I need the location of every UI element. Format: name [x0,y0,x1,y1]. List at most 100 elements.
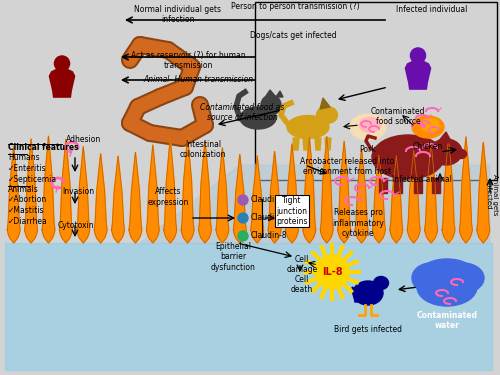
Text: Contaminated
food source: Contaminated food source [371,107,425,126]
Text: Pork: Pork [360,145,376,154]
Text: Infected animal: Infected animal [392,175,452,184]
Text: Normal individual gets
infection: Normal individual gets infection [134,5,222,24]
Polygon shape [325,138,331,150]
Text: Cell
damage: Cell damage [286,255,318,274]
Ellipse shape [372,135,444,179]
Polygon shape [390,156,403,243]
Text: Arcobacter released into
environment from host: Arcobacter released into environment fro… [300,157,394,176]
Circle shape [315,255,349,289]
Text: Animal- Human transmission: Animal- Human transmission [143,75,253,84]
Text: Act as reservoir (?) for human
transmission: Act as reservoir (?) for human transmiss… [130,51,246,70]
Polygon shape [394,178,402,193]
Circle shape [261,95,281,115]
Ellipse shape [240,107,276,129]
Polygon shape [266,90,275,96]
Polygon shape [352,287,370,302]
Ellipse shape [420,118,440,132]
Polygon shape [42,136,55,243]
Ellipse shape [430,139,462,165]
Polygon shape [146,145,160,243]
Polygon shape [234,154,246,243]
Polygon shape [140,165,490,243]
Circle shape [238,195,248,205]
Text: Animal gets
infected: Animal gets infected [486,174,498,216]
Text: Clinical features: Clinical features [8,143,78,152]
Polygon shape [408,150,420,243]
Circle shape [410,48,426,63]
Polygon shape [338,141,350,243]
Ellipse shape [442,263,484,293]
Polygon shape [77,147,90,243]
Polygon shape [276,91,283,97]
Text: ✓Enteritis: ✓Enteritis [8,164,46,173]
Text: Chicken: Chicken [413,142,443,151]
Polygon shape [477,142,490,243]
Ellipse shape [316,106,338,123]
Ellipse shape [374,276,388,290]
Text: Humans: Humans [8,153,40,162]
Ellipse shape [350,114,386,140]
Text: Claudin-8: Claudin-8 [251,231,288,240]
Text: Claudin-1: Claudin-1 [251,195,288,204]
Ellipse shape [353,281,383,305]
Polygon shape [251,156,264,243]
Ellipse shape [417,268,477,306]
Ellipse shape [412,263,450,293]
Text: Person to person transmission (?): Person to person transmission (?) [230,2,360,11]
Text: ✓Septicemia: ✓Septicemia [8,174,57,183]
Polygon shape [8,146,20,243]
Text: Invasion: Invasion [62,188,94,196]
Polygon shape [379,178,387,193]
Polygon shape [303,137,316,243]
Text: ✓Diarrhea: ✓Diarrhea [8,216,48,225]
Polygon shape [320,98,330,109]
Text: Affects
expression: Affects expression [148,187,188,207]
Text: Dogs/cats get infected: Dogs/cats get infected [250,31,336,40]
Polygon shape [372,155,386,243]
Text: Releases pro
inflammatory
cytokine: Releases pro inflammatory cytokine [332,208,384,238]
Polygon shape [424,142,438,243]
Polygon shape [286,144,298,243]
Text: Epithelial
barrier
dysfunction: Epithelial barrier dysfunction [210,242,256,272]
Polygon shape [164,138,176,243]
Polygon shape [216,148,229,243]
Ellipse shape [412,116,444,138]
Ellipse shape [287,116,329,138]
Text: ✓Abortion: ✓Abortion [8,195,47,204]
Polygon shape [293,138,299,150]
Circle shape [54,56,70,71]
Text: Claudin-5: Claudin-5 [251,213,288,222]
Polygon shape [320,136,333,243]
Text: Animals: Animals [8,185,39,194]
Polygon shape [442,137,455,243]
Text: Intestinal
colonization: Intestinal colonization [180,140,226,159]
Circle shape [238,213,248,223]
Text: Contaminated
water: Contaminated water [416,311,478,330]
Polygon shape [112,156,124,243]
Text: Infected individual: Infected individual [396,5,468,14]
Text: Cell
death: Cell death [291,275,313,294]
Ellipse shape [456,150,466,159]
Ellipse shape [421,259,473,285]
Polygon shape [315,138,321,150]
Polygon shape [414,178,422,193]
Polygon shape [303,138,309,150]
Circle shape [238,231,248,241]
Text: Contaminated food as
source of infection: Contaminated food as source of infection [200,103,284,122]
Text: Adhesion: Adhesion [66,135,102,144]
Ellipse shape [360,117,380,132]
Polygon shape [94,154,107,243]
Text: Tight
junction
proteins: Tight junction proteins [276,196,308,226]
Text: Cytotoxin: Cytotoxin [58,220,94,230]
Text: ✓Mastitis: ✓Mastitis [8,206,44,215]
Text: Bird gets infected: Bird gets infected [334,325,402,334]
Polygon shape [129,152,142,243]
Polygon shape [50,70,74,97]
Polygon shape [460,137,472,243]
Polygon shape [406,62,430,89]
Polygon shape [181,136,194,243]
Polygon shape [432,178,440,193]
Polygon shape [60,139,72,243]
Polygon shape [438,132,452,143]
Polygon shape [198,140,211,243]
